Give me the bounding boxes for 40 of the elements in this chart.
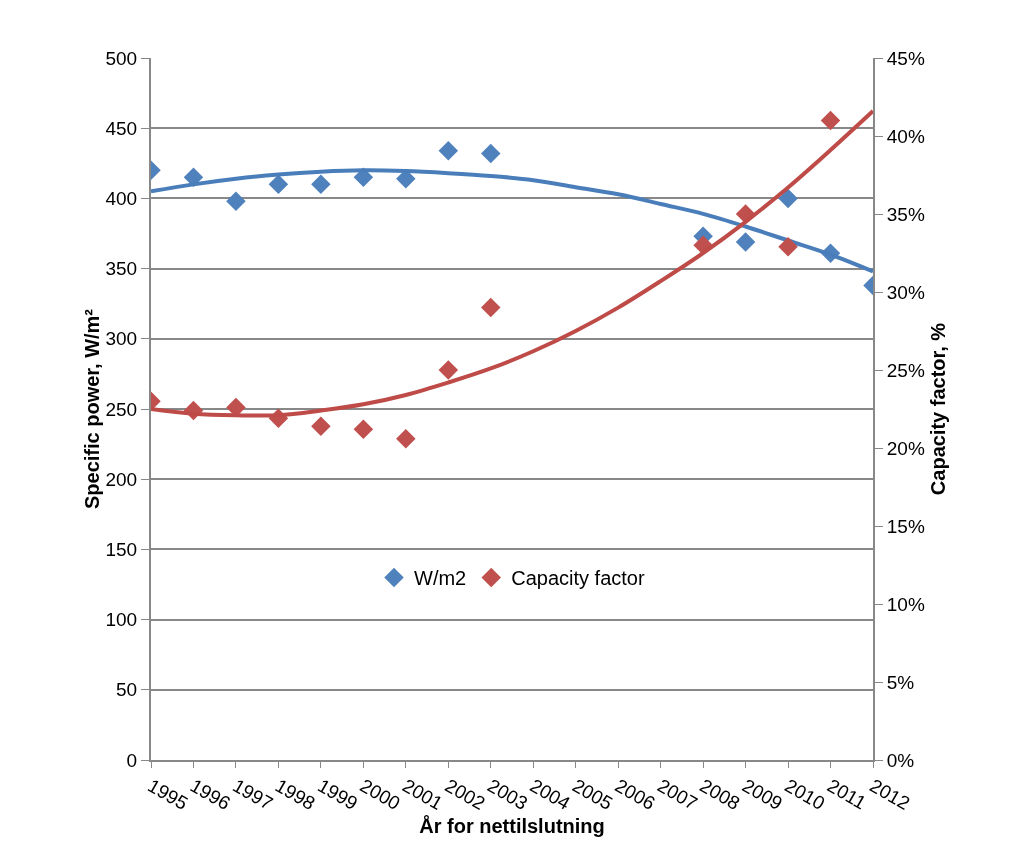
point: [226, 191, 246, 211]
y-tick-label: 450: [105, 117, 138, 139]
point: [735, 232, 756, 252]
point: [396, 428, 416, 449]
point: [481, 143, 501, 164]
point: [438, 360, 459, 380]
y-tick-label: 0: [126, 749, 138, 771]
y-tick-label: 350: [105, 258, 138, 280]
y2-tick-label: 15%: [886, 515, 925, 537]
legend-label: Capacity factor: [511, 567, 645, 590]
y2-tick-label: 35%: [886, 203, 925, 225]
y2-tick-label: 30%: [886, 281, 925, 303]
y2-tick-label: 10%: [886, 593, 925, 615]
point: [311, 174, 331, 195]
y-tick-label: 200: [105, 468, 138, 490]
point: [311, 416, 331, 436]
point: [778, 237, 798, 257]
legend-label: W/m2: [414, 567, 467, 590]
y2-tick-label: 20%: [886, 437, 925, 459]
point: [438, 140, 459, 161]
y-tick-label: 300: [105, 328, 138, 350]
y2-tick-label: 25%: [886, 359, 925, 381]
point: [481, 297, 501, 318]
point: [778, 188, 798, 209]
y2-tick-label: 0%: [886, 749, 915, 771]
y2-tick-label: 5%: [886, 671, 915, 693]
y2-tick-label: 45%: [886, 47, 925, 69]
y2-tick-label: 40%: [886, 125, 925, 147]
point: [268, 174, 289, 195]
y-tick-label: 400: [105, 188, 138, 210]
y2-axis-title: Capacity factor, %: [926, 322, 949, 496]
y-tick-label: 150: [105, 539, 138, 561]
y-tick-label: 50: [116, 679, 138, 701]
x-axis-title: År for nettilslutning: [419, 814, 605, 838]
y-axis-title: Specific power, W/m²: [81, 308, 104, 510]
y-tick-label: 500: [105, 47, 138, 69]
point: [820, 110, 841, 131]
y-tick-label: 250: [105, 398, 138, 420]
y-tick-label: 100: [105, 609, 138, 631]
point: [353, 419, 374, 440]
